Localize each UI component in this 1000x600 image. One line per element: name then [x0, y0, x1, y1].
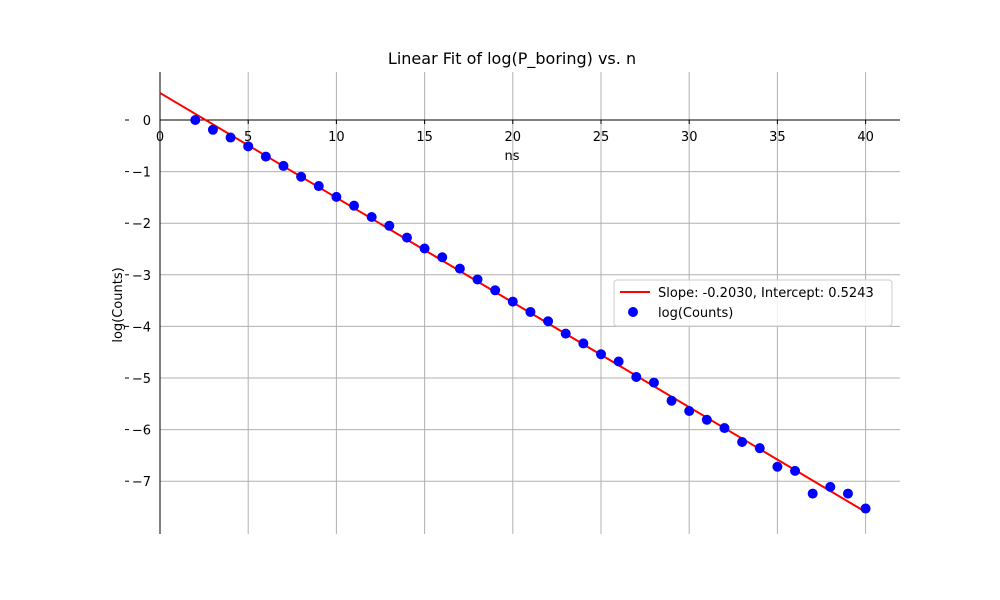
data-point	[454, 263, 465, 274]
data-point	[860, 503, 871, 514]
data-point	[296, 171, 307, 182]
data-point	[825, 481, 836, 492]
x-axis-label: ns	[504, 149, 519, 164]
data-point	[613, 356, 624, 367]
x-tick-label: 35	[769, 130, 786, 145]
data-point	[807, 488, 818, 499]
data-point	[543, 316, 554, 327]
data-point	[701, 414, 712, 425]
y-tick-label: −6	[132, 424, 151, 439]
data-point	[560, 328, 571, 339]
data-point	[384, 220, 395, 231]
data-point	[507, 296, 518, 307]
legend-point-swatch	[628, 307, 638, 317]
x-tick-label: 25	[593, 130, 610, 145]
data-point	[525, 306, 536, 317]
data-point	[419, 243, 430, 254]
data-point	[842, 488, 853, 499]
data-point	[754, 443, 765, 454]
data-point	[349, 200, 360, 211]
data-point	[684, 406, 695, 417]
data-point	[243, 141, 254, 152]
series	[159, 92, 871, 514]
chart-title: Linear Fit of log(P_boring) vs. n	[388, 49, 636, 69]
y-tick-label: −3	[132, 269, 151, 284]
data-point	[737, 436, 748, 447]
data-point	[401, 232, 412, 243]
y-tick-label: −2	[132, 217, 151, 232]
y-tick-label: −1	[132, 166, 151, 181]
y-tick-label: 0	[143, 114, 151, 129]
x-tick-label: 30	[681, 130, 698, 145]
y-tick-label: −5	[132, 372, 151, 387]
data-point	[437, 252, 448, 263]
data-point	[366, 212, 377, 223]
data-point	[596, 349, 606, 360]
legend-box	[613, 279, 893, 327]
data-point	[490, 285, 501, 296]
data-point	[313, 181, 324, 192]
data-point	[190, 115, 201, 125]
data-point	[472, 274, 483, 285]
x-tick-label: 10	[328, 130, 345, 145]
tick-labels: 0 5 10 15 20 25 30 35 40 0 −1 −2 −3 −4 −5 −6 −7	[132, 114, 874, 490]
y-axis-label: log(Counts)	[111, 267, 126, 342]
data-point	[278, 160, 289, 171]
data-point	[331, 191, 342, 202]
axes	[125, 72, 900, 534]
legend: Slope: -0.2030, Intercept: 0.5243 log(Co…	[613, 279, 893, 327]
data-point	[207, 124, 218, 135]
legend-label-points: log(Counts)	[658, 306, 733, 321]
data-point	[631, 371, 642, 382]
data-point	[260, 151, 271, 162]
x-tick-label: 15	[416, 130, 433, 145]
x-tick-label: 20	[505, 130, 522, 145]
data-point	[225, 132, 236, 143]
y-tick-label: −4	[132, 320, 151, 335]
data-point	[648, 377, 659, 388]
data-point	[719, 423, 730, 434]
x-tick-label: 0	[156, 130, 164, 145]
data-point	[772, 461, 783, 472]
x-tick-label: 40	[857, 130, 874, 145]
x-tick-label: 5	[244, 130, 252, 145]
data-point	[578, 338, 589, 349]
y-tick-label: −7	[132, 475, 151, 490]
legend-label-fit-line: Slope: -0.2030, Intercept: 0.5243	[658, 286, 874, 301]
data-point	[790, 465, 801, 476]
data-point	[666, 395, 677, 406]
